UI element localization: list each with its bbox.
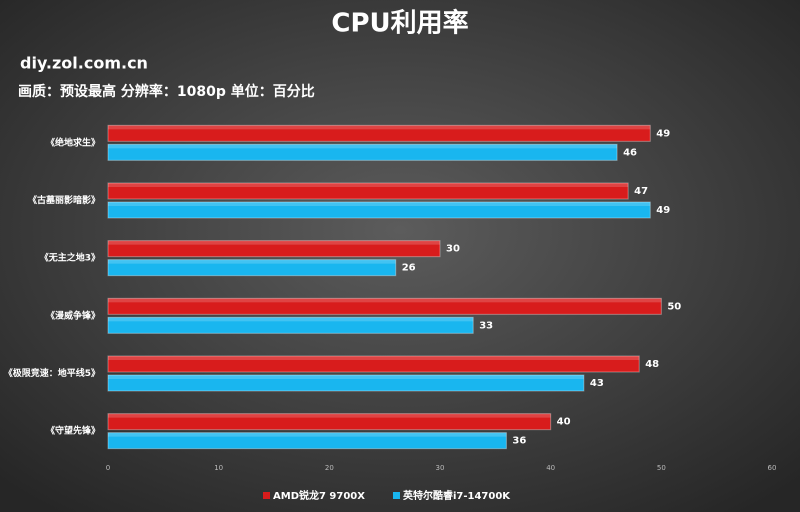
x-tick-label: 30 xyxy=(436,464,445,472)
value-label: 49 xyxy=(656,128,670,139)
x-tick-label: 60 xyxy=(768,464,777,472)
bar-shine xyxy=(108,317,474,322)
value-label: 47 xyxy=(634,186,648,197)
legend-swatch xyxy=(392,492,400,499)
bar xyxy=(107,259,397,277)
bar-shine xyxy=(108,240,440,245)
bar-shine xyxy=(108,144,618,149)
value-label: 33 xyxy=(479,320,493,331)
value-label: 36 xyxy=(512,436,526,447)
bar xyxy=(107,374,585,392)
x-tick-label: 20 xyxy=(325,464,334,472)
x-tick-label: 50 xyxy=(657,464,666,472)
source: diy.zol.com.cn xyxy=(20,54,148,73)
y-tick-label: 《无主之地3》 xyxy=(40,252,100,264)
legend-swatch xyxy=(263,492,270,499)
bar xyxy=(107,355,640,373)
value-label: 48 xyxy=(645,359,659,370)
bar xyxy=(107,432,507,450)
bar-shine xyxy=(108,375,584,379)
bar-shine xyxy=(108,298,662,303)
x-tick-label: 40 xyxy=(546,464,555,472)
value-label: 43 xyxy=(590,378,604,389)
bar xyxy=(107,143,618,161)
subtitle: 画质：预设最高 分辨率：1080p 单位：百分比 xyxy=(18,83,315,100)
legend-label: 英特尔酷睿i7-14700K xyxy=(402,489,511,502)
y-tick-label: 《漫威争锋》 xyxy=(46,309,100,321)
x-tick-label: 10 xyxy=(214,464,223,472)
legend-label: AMD锐龙7 9700X xyxy=(273,489,365,502)
bar xyxy=(107,240,441,258)
bar-shine xyxy=(108,125,651,130)
bar xyxy=(107,182,629,200)
bar-shine xyxy=(108,259,396,264)
value-label: 40 xyxy=(557,417,571,428)
x-tick-label: 0 xyxy=(106,464,110,472)
y-tick-label: 《极限竞速：地平线5》 xyxy=(4,367,100,379)
value-label: 26 xyxy=(402,263,416,274)
bar-shine xyxy=(108,432,507,437)
bar-shine xyxy=(108,413,551,418)
bar-shine xyxy=(108,356,640,360)
bar xyxy=(107,124,651,142)
bar-shine xyxy=(108,183,629,187)
value-label: 46 xyxy=(623,147,637,158)
bar xyxy=(107,316,474,334)
bar xyxy=(107,297,662,315)
chart-title: CPU利用率 xyxy=(331,8,468,39)
y-tick-label: 《古墓丽影暗影》 xyxy=(28,194,100,206)
bar-shine xyxy=(108,202,651,206)
y-tick-label: 《守望先锋》 xyxy=(46,425,100,437)
value-label: 49 xyxy=(656,205,670,216)
value-label: 50 xyxy=(667,301,681,312)
value-label: 30 xyxy=(446,244,460,255)
y-tick-label: 《绝地求生》 xyxy=(46,136,100,148)
bar xyxy=(107,201,651,219)
bar xyxy=(107,413,552,431)
